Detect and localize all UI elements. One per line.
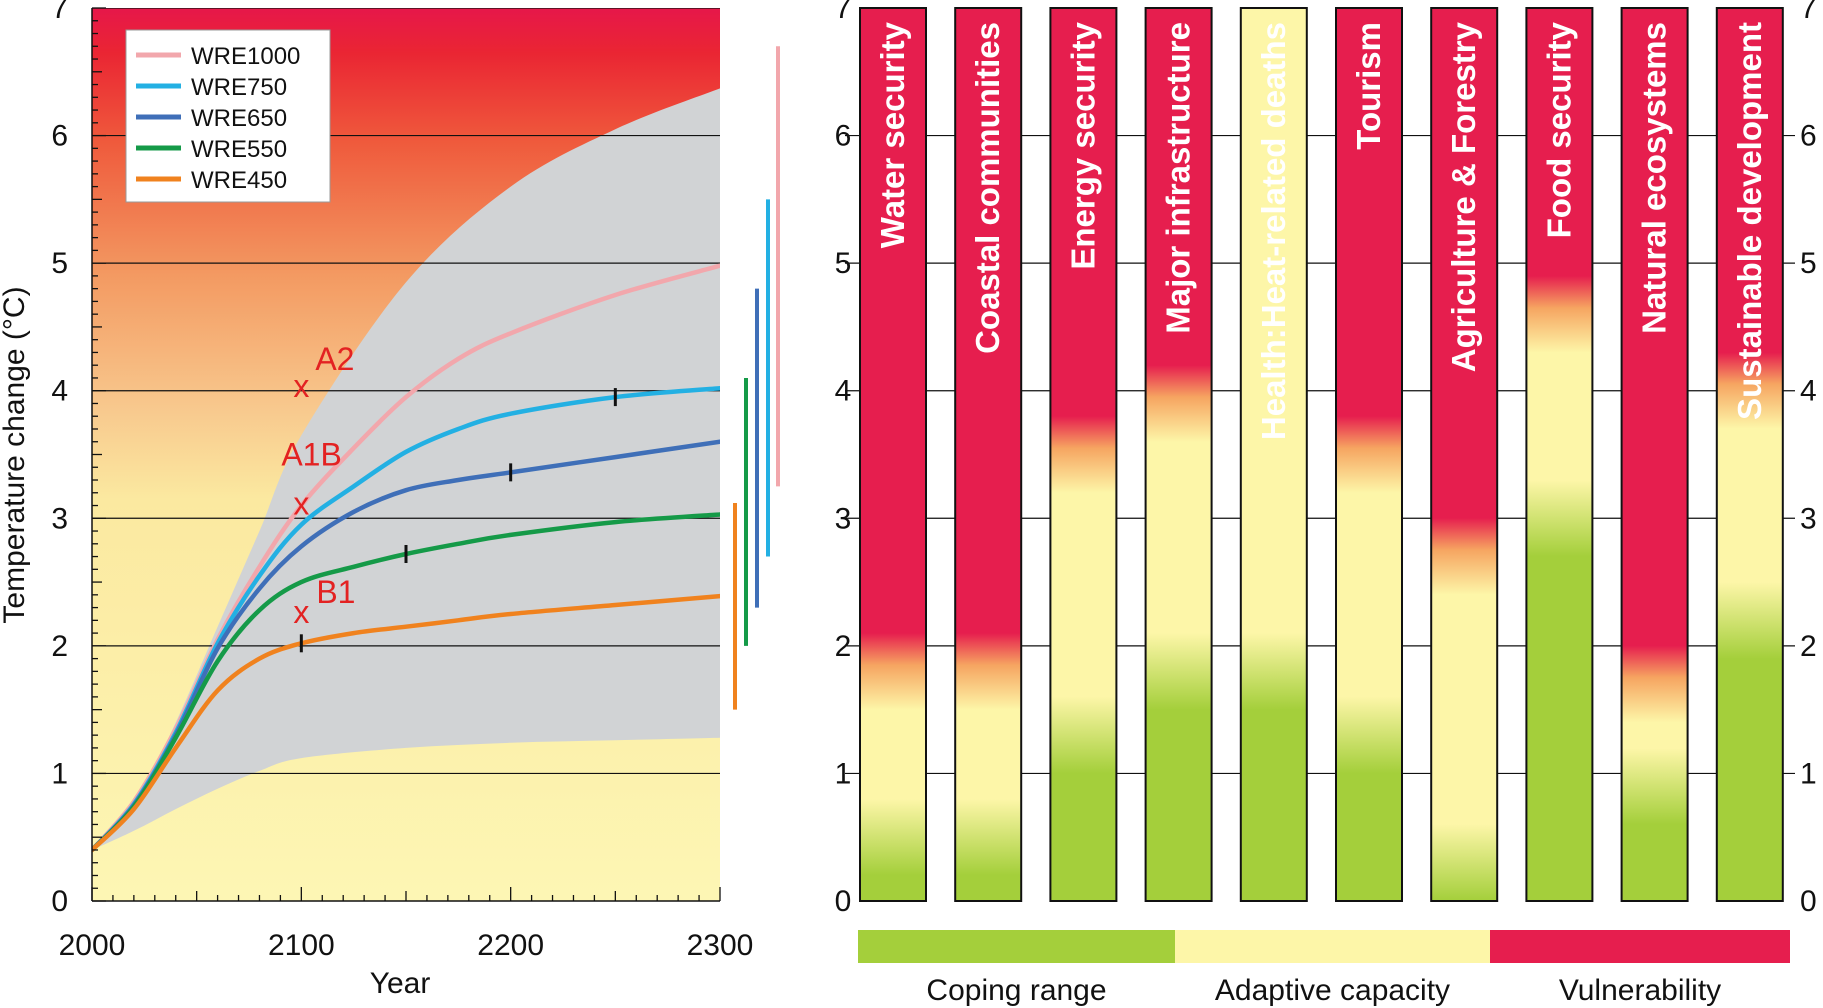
sector-column: Water security — [859, 7, 927, 902]
sector-column: Tourism — [1335, 7, 1403, 902]
sector-bar — [1715, 7, 1784, 902]
right-y-tick-label: 3 — [1800, 502, 1817, 535]
zone-label: Adaptive capacity — [1215, 974, 1450, 1007]
zone-legend: Coping range Adaptive capacity Vulnerabili… — [858, 930, 1790, 1007]
scenario-label: B1 — [316, 574, 355, 610]
sector-label: Major infrastructure — [1160, 22, 1197, 334]
sector-label: Energy security — [1064, 21, 1101, 269]
left-axis-ticks — [91, 7, 721, 902]
sector-bar — [1430, 7, 1499, 902]
sector-label: Coastal communities — [969, 22, 1006, 354]
sector-bar — [954, 7, 1023, 902]
scenario-label: A2 — [315, 341, 354, 377]
right-y-tick-label: 5 — [1800, 247, 1817, 280]
right-y-tick-labels-right: 0 1 2 3 4 5 6 7 — [1800, 0, 1817, 918]
sector-bar — [1525, 7, 1594, 902]
right-y-tick-label: 6 — [835, 120, 852, 153]
left-y-tick-labels: 0 1 2 3 4 5 6 7 — [51, 0, 68, 918]
right-y-tick-label: 4 — [835, 375, 852, 408]
right-y-tick-label: 4 — [1800, 375, 1817, 408]
scenario-label: A1B — [281, 437, 341, 473]
y-tick-label: 4 — [51, 375, 68, 408]
y-tick-label: 5 — [51, 247, 68, 280]
legend-label: WRE450 — [191, 167, 287, 194]
sector-label: Natural ecosystems — [1636, 22, 1673, 334]
range-bars — [733, 46, 780, 710]
sector-bar — [859, 7, 927, 902]
sector-column: Health:Heat-related deaths — [1239, 7, 1308, 902]
legend-label: WRE550 — [191, 136, 287, 163]
y-tick-label: 0 — [51, 885, 68, 918]
y-tick-label: 6 — [51, 120, 68, 153]
y-tick-label: 3 — [51, 502, 68, 535]
sector-columns: Water security Coastal communities Energy … — [859, 7, 1784, 902]
x-tick-label: 2200 — [477, 929, 544, 962]
right-y-tick-label: 7 — [1800, 0, 1817, 25]
sector-bar — [1144, 7, 1213, 902]
sector-column: Food security — [1525, 7, 1594, 902]
scenario-marker: x — [293, 594, 309, 630]
legend-label: WRE650 — [191, 105, 287, 132]
sector-column: Major infrastructure — [1144, 7, 1213, 902]
right-y-tick-label: 2 — [835, 630, 852, 663]
sector-bar — [1239, 7, 1308, 902]
zone-swatch — [858, 930, 1175, 963]
right-y-tick-label: 2 — [1800, 630, 1817, 663]
right-y-tick-label: 5 — [835, 247, 852, 280]
sector-label: Agriculture & Forestry — [1445, 21, 1482, 372]
sector-bar — [1335, 7, 1403, 902]
x-tick-label: 2000 — [59, 929, 126, 962]
zone-swatch — [1175, 930, 1490, 963]
sector-column: Natural ecosystems — [1620, 7, 1689, 902]
sector-bar — [1620, 7, 1689, 902]
zone-swatch — [1490, 930, 1790, 963]
right-y-tick-label: 0 — [1800, 885, 1817, 918]
y-tick-label: 7 — [51, 0, 68, 25]
y-axis-title: Temperature change (°C) — [0, 286, 31, 623]
legend-label: WRE750 — [191, 74, 287, 101]
sector-column: Energy security — [1049, 7, 1118, 902]
x-tick-label: 2100 — [268, 929, 335, 962]
sector-column: Coastal communities — [954, 7, 1023, 902]
sector-label: Health:Heat-related deaths — [1255, 22, 1292, 440]
sector-label: Food security — [1540, 21, 1577, 238]
uncertainty-band — [92, 88, 720, 850]
sector-column: Sustainable development — [1715, 7, 1784, 902]
left-gridlines — [92, 8, 720, 775]
series-lines — [92, 263, 720, 853]
series-line-wre550 — [92, 512, 720, 853]
scenario-marker: x — [293, 486, 309, 522]
x-axis-title: Year — [370, 967, 431, 1000]
right-y-tick-label: 3 — [835, 502, 852, 535]
right-y-tick-label: 7 — [835, 0, 852, 25]
zone-label: Vulnerability — [1559, 974, 1721, 1007]
y-tick-label: 2 — [51, 630, 68, 663]
zone-label: Coping range — [926, 974, 1106, 1007]
sector-bar — [1049, 7, 1118, 902]
legend: WRE1000 WRE750 WRE650 WRE550 WRE450 — [125, 29, 331, 203]
y-tick-label: 1 — [51, 757, 68, 790]
legend-label: WRE1000 — [191, 43, 300, 70]
sector-vulnerability-chart: Water security Coastal communities Energy … — [835, 0, 1817, 1007]
right-y-tick-label: 0 — [835, 885, 852, 918]
series-line-wre450 — [92, 593, 720, 853]
x-tick-labels: 2000 2100 2200 2300 — [59, 929, 754, 962]
scenario-marker: x — [293, 368, 309, 404]
right-y-tick-label: 1 — [1800, 757, 1817, 790]
right-y-tick-label: 6 — [1800, 120, 1817, 153]
sector-label: Water security — [874, 21, 911, 248]
right-y-tick-labels-left: 0 1 2 3 4 5 6 7 — [835, 0, 852, 918]
right-y-tick-label: 1 — [835, 757, 852, 790]
stabilisation-markers — [299, 388, 617, 653]
sector-label: Tourism — [1350, 22, 1387, 150]
x-tick-label: 2300 — [687, 929, 754, 962]
sector-column: Agriculture & Forestry — [1430, 7, 1499, 902]
sector-label: Sustainable development — [1731, 22, 1768, 420]
